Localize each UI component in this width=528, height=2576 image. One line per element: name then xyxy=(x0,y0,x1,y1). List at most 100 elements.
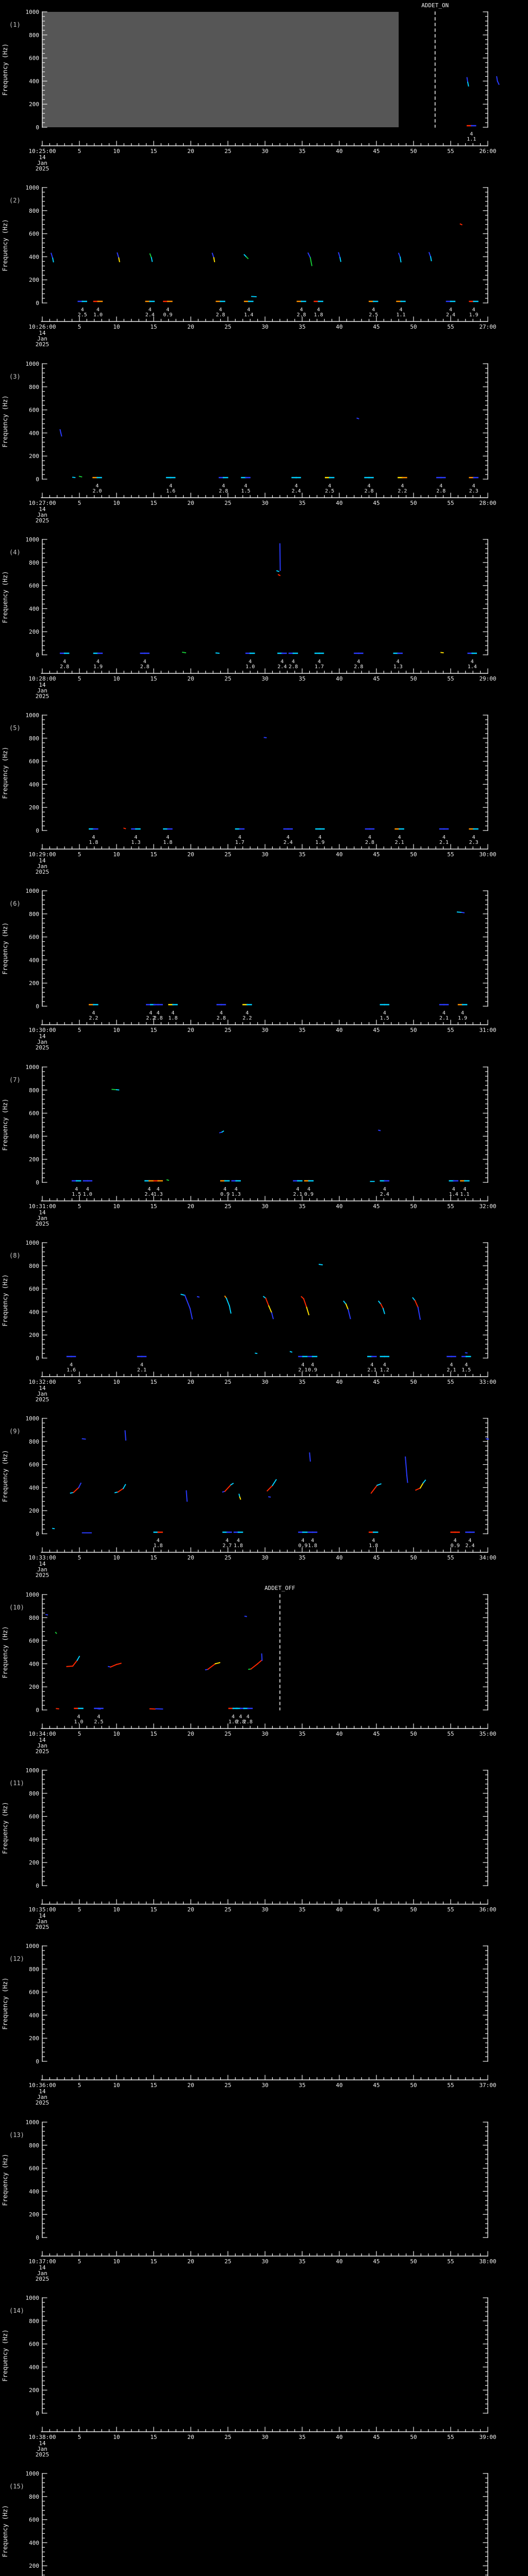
x-tick-label: 50 xyxy=(410,148,417,155)
call-trace-segment xyxy=(343,1300,347,1305)
detection-score-label: 2.8 xyxy=(243,1719,253,1725)
date-line: 14 xyxy=(39,1737,46,1743)
detection-class-label: 4 xyxy=(328,483,331,489)
panel-index-label: (2) xyxy=(9,197,21,204)
detection-class-label: 4 xyxy=(318,659,321,665)
y-axis xyxy=(42,1418,488,1534)
x-tick-label: 40 xyxy=(336,675,342,682)
date-line: 2025 xyxy=(36,2276,50,2282)
detection-class-label: 4 xyxy=(296,1187,299,1192)
date-line: 14 xyxy=(39,2264,46,2271)
x-tick-label: 10 xyxy=(113,851,120,858)
detection-class-label: 4 xyxy=(370,1362,373,1368)
date-line: Jan xyxy=(37,335,47,342)
y-tick-label: 600 xyxy=(29,1814,39,1820)
detection-class-label: 4 xyxy=(166,835,169,840)
detection-class-label: 4 xyxy=(454,1538,457,1544)
detection-class-label: 4 xyxy=(401,483,404,489)
call-trace-segment xyxy=(221,1130,224,1133)
y-tick-label: 600 xyxy=(29,2341,39,2348)
detection-score-label: 2.8 xyxy=(436,488,446,494)
detection-score-label: 1.5 xyxy=(461,1367,471,1373)
call-trace-segment xyxy=(265,1297,270,1307)
date-line: Jan xyxy=(37,1918,47,1925)
y-tick-label: 400 xyxy=(29,2188,39,2195)
x-tick-label: 30 xyxy=(261,1554,268,1561)
detection-class-label: 4 xyxy=(143,659,146,665)
x-tick-label: 55 xyxy=(447,2434,454,2441)
detection-score-label: 2.4 xyxy=(465,1543,474,1549)
y-axis xyxy=(42,1770,488,1886)
y-tick-label: 0 xyxy=(36,124,39,131)
y-axis-title: Frequency (Hz) xyxy=(2,395,9,447)
x-end-time-label: 28:00 xyxy=(479,500,496,506)
detection-class-label: 4 xyxy=(147,1187,151,1192)
x-start-time-label: 10:27:00 xyxy=(29,500,56,506)
detection-class-label: 4 xyxy=(400,307,403,313)
y-axis xyxy=(42,2473,488,2576)
detection-class-label: 4 xyxy=(134,835,137,840)
date-line: 2025 xyxy=(36,1924,50,1930)
detection-score-label: 1.0 xyxy=(93,312,103,318)
x-tick-label: 55 xyxy=(447,500,454,506)
x-tick-label: 20 xyxy=(187,2434,194,2441)
call-trace-segment xyxy=(303,1298,307,1308)
detection-class-label: 4 xyxy=(169,483,172,489)
x-tick-label: 35 xyxy=(299,851,305,858)
detection-score-label: 2.1 xyxy=(447,1367,456,1373)
x-tick-label: 15 xyxy=(150,851,157,858)
x-tick-label: 55 xyxy=(447,675,454,682)
x-tick-label: 55 xyxy=(447,1906,454,1913)
x-end-time-label: 35:00 xyxy=(479,1731,496,1737)
panel-index-label: (4) xyxy=(9,549,21,556)
date-line: 2025 xyxy=(36,1044,50,1051)
detection-score-label: 2.1 xyxy=(293,1192,302,1197)
x-axis xyxy=(41,2427,488,2432)
detection-class-label: 4 xyxy=(471,659,474,665)
x-tick-label: 55 xyxy=(447,851,454,858)
panel-index-label: (7) xyxy=(9,1076,21,1083)
call-trace-segment xyxy=(117,252,120,259)
panel-index-label: (15) xyxy=(9,2483,24,2490)
x-tick-label: 10 xyxy=(113,324,120,330)
x-tick-label: 15 xyxy=(150,1379,157,1385)
x-start-time-label: 10:33:00 xyxy=(29,1554,56,1561)
y-tick-label: 1000 xyxy=(26,2470,40,2477)
x-tick-label: 25 xyxy=(224,851,231,858)
y-tick-label: 1000 xyxy=(26,2295,40,2301)
detection-score-label: 0.9 xyxy=(163,312,172,318)
x-tick-label: 35 xyxy=(299,675,305,682)
detection-score-label: 2.2 xyxy=(398,488,407,494)
x-tick-label: 5 xyxy=(78,2258,81,2265)
spectrogram-panel-13: (13) Frequency (Hz) 0 200 400 600 800 1000 10:37… xyxy=(0,2110,528,2286)
date-line: Jan xyxy=(37,1742,47,1749)
detection-score-label: 2.8 xyxy=(216,312,225,318)
detection-score-label: 0.9 xyxy=(298,1543,307,1549)
spectrogram-panel-15: (15)Frequency (Hz)0200400600800100010:39… xyxy=(0,2462,528,2576)
x-tick-label: 10 xyxy=(113,2434,120,2441)
x-tick-label: 35 xyxy=(299,1554,305,1561)
x-tick-label: 45 xyxy=(373,1906,380,1913)
detection-class-label: 4 xyxy=(317,307,320,313)
detection-score-label: 2.5 xyxy=(78,312,87,318)
x-tick-label: 25 xyxy=(224,324,231,330)
x-tick-label: 50 xyxy=(410,324,417,330)
y-tick-label: 800 xyxy=(29,911,39,918)
x-start-time-label: 10:34:00 xyxy=(29,1731,56,1737)
x-axis xyxy=(41,1899,488,1905)
detection-class-label: 4 xyxy=(311,1362,314,1368)
y-tick-label: 800 xyxy=(29,2142,39,2149)
detection-class-label: 4 xyxy=(307,1187,310,1192)
y-tick-label: 200 xyxy=(29,1332,39,1338)
call-trace-segment xyxy=(51,252,54,259)
y-tick-label: 0 xyxy=(36,1531,39,1537)
y-tick-label: 600 xyxy=(29,1989,39,1996)
x-tick-label: 25 xyxy=(224,1379,231,1385)
detection-score-label: 0.9 xyxy=(304,1192,314,1197)
call-trace-segment xyxy=(405,1456,408,1476)
y-tick-label: 800 xyxy=(29,2318,39,2325)
x-tick-label: 15 xyxy=(150,324,157,330)
spectrogram-panel-9: (9) Frequency (Hz) 0 200 400 600 800 1000 10:33:… xyxy=(0,1406,528,1583)
detection-score-label: 1.8 xyxy=(154,1543,163,1549)
detection-score-label: 2.4 xyxy=(446,312,455,318)
